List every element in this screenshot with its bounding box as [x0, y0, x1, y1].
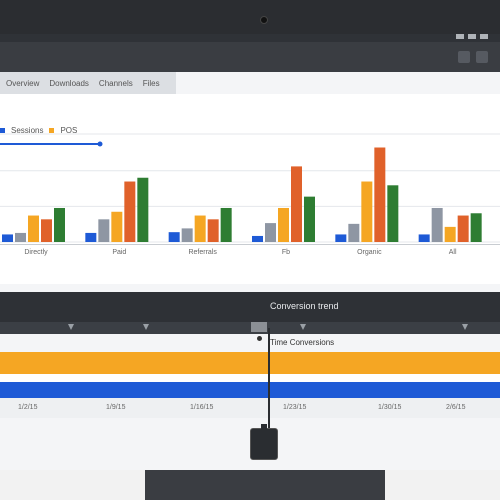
chart-card: Directly Paid Referrals Fb Organic All [0, 94, 500, 284]
bar[interactable] [335, 234, 347, 242]
bar[interactable] [431, 207, 443, 242]
status-icons [456, 34, 488, 39]
bar[interactable] [291, 166, 302, 242]
playhead-line [268, 328, 270, 450]
bar[interactable] [457, 215, 469, 242]
bar[interactable] [278, 207, 289, 242]
x-axis-line [0, 244, 500, 245]
playhead-nub [261, 424, 267, 430]
bar[interactable] [28, 215, 39, 242]
date-label: 1/2/15 [18, 404, 38, 411]
cursor-dot [257, 336, 262, 341]
bar[interactable] [220, 207, 232, 242]
toolbar [0, 42, 500, 72]
legend-trend-dot [97, 141, 103, 147]
tab-files[interactable]: Files [142, 78, 160, 88]
settings-icon[interactable] [458, 51, 470, 63]
bar[interactable] [85, 232, 97, 242]
bar[interactable] [194, 215, 206, 242]
monitor-stand [145, 470, 385, 500]
timeline-title: Conversion trend [270, 301, 339, 311]
bar[interactable] [387, 185, 399, 242]
bar[interactable] [41, 219, 52, 242]
bar[interactable] [168, 232, 180, 242]
toolbar-actions [458, 51, 488, 63]
legend-swatch-sessions [0, 128, 5, 133]
bar[interactable] [111, 211, 123, 242]
wifi-icon [468, 34, 476, 39]
bar[interactable] [348, 223, 360, 242]
app-status-bar [0, 34, 500, 42]
x-tick-label: Organic [357, 249, 382, 256]
tab-bar: Overview Downloads Channels Files [0, 72, 176, 94]
legend-swatch-pos [49, 128, 55, 133]
x-tick-label: All [449, 249, 457, 256]
bar-chart: Directly Paid Referrals Fb Organic All [0, 133, 500, 256]
x-tick-label: Referrals [188, 249, 217, 256]
tab-overview[interactable]: Overview [6, 78, 40, 88]
bar[interactable] [444, 226, 456, 242]
tab-channels[interactable]: Channels [98, 78, 133, 88]
bar[interactable] [54, 207, 65, 242]
date-axis [0, 398, 500, 418]
range-handle[interactable] [251, 322, 267, 332]
bar[interactable] [181, 228, 193, 242]
timeline-panel: Conversion trend Time Conversions 1/2/15… [0, 292, 500, 452]
bar[interactable] [2, 234, 13, 242]
menu-icon[interactable] [476, 51, 488, 63]
bar[interactable] [470, 213, 482, 242]
x-tick-label: Paid [112, 249, 126, 256]
date-label: 1/16/15 [190, 404, 214, 411]
signal-icon [456, 34, 464, 39]
band-separator [0, 374, 500, 382]
date-label: 1/30/15 [378, 404, 402, 411]
timeline-track[interactable] [0, 322, 500, 334]
legend-label-pos: POS [60, 126, 78, 135]
legend-label-sessions: Sessions [11, 126, 44, 135]
x-tick-label: Directly [24, 249, 48, 256]
bar[interactable] [252, 235, 263, 242]
camera-icon [260, 16, 268, 24]
x-tick-label: Fb [282, 249, 290, 256]
playhead-handle[interactable] [250, 424, 278, 460]
bar[interactable] [137, 177, 149, 242]
date-label: 1/9/15 [106, 404, 126, 411]
tab-downloads[interactable]: Downloads [49, 78, 89, 88]
bar[interactable] [15, 232, 26, 242]
bar[interactable] [265, 223, 276, 242]
monitor-top-bezel [0, 0, 500, 34]
timeline-tick [68, 324, 74, 330]
chart-legend: Sessions POS [0, 126, 77, 135]
battery-icon [480, 34, 488, 39]
bar[interactable] [98, 219, 110, 242]
timeline-tick [462, 324, 468, 330]
orange-series-band [0, 352, 500, 374]
date-label: 1/23/15 [283, 404, 307, 411]
bar[interactable] [304, 196, 315, 242]
bar[interactable] [374, 147, 386, 243]
bar[interactable] [207, 219, 219, 242]
bar[interactable] [418, 234, 430, 242]
timeline-tick [300, 324, 306, 330]
timeline-subtitle: Time Conversions [270, 338, 335, 347]
screen: Overview Downloads Channels Files Direct… [0, 34, 500, 470]
timeline-tick [143, 324, 149, 330]
bar[interactable] [124, 181, 136, 242]
blue-series-band [0, 382, 500, 398]
bar[interactable] [361, 181, 373, 242]
date-label: 2/6/15 [446, 404, 466, 411]
timeline-header: Conversion trend [0, 292, 500, 322]
